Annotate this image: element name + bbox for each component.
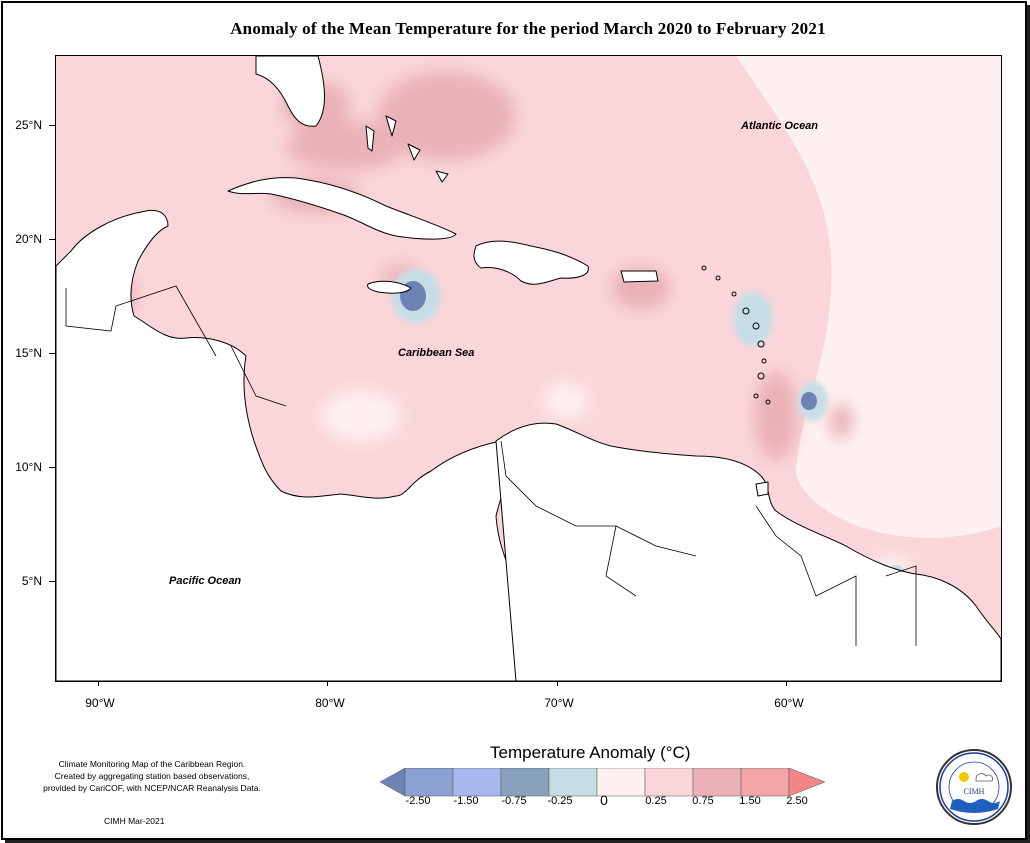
- legend-title: Temperature Anomaly (°C): [490, 743, 691, 762]
- lon-label-80w: 80°W: [315, 696, 345, 710]
- legend-swatch: [692, 768, 742, 797]
- cuba: [227, 177, 457, 240]
- legend-tick-label: -2.50: [405, 795, 431, 807]
- south-america-north: [495, 422, 1001, 681]
- map-title: Anomaly of the Mean Temperature for the …: [230, 19, 826, 38]
- bahamas-island: [435, 170, 449, 183]
- lon-tick: [327, 680, 328, 686]
- lon-label-70w: 70°W: [544, 696, 574, 710]
- legend-swatch: [740, 768, 790, 797]
- cimh-logo-graphic: CIMH: [939, 752, 1009, 822]
- lon-label-60w: 60°W: [774, 696, 804, 710]
- legend-swatch: [548, 768, 598, 797]
- puerto-rico: [620, 270, 659, 283]
- legend-tick-label: 2.50: [786, 795, 808, 807]
- legend-tick-label: 0.25: [645, 795, 667, 807]
- lat-tick: [49, 239, 55, 240]
- logo-text: CIMH: [964, 787, 985, 796]
- trinidad: [755, 481, 769, 497]
- legend-swatch: [452, 768, 502, 797]
- waves-icon: [950, 799, 1000, 813]
- cloud-icon: [975, 773, 993, 782]
- lat-label-10n: 10°N: [15, 460, 42, 474]
- caribbean-sea-label: Caribbean Sea: [398, 347, 475, 359]
- lesser-antilles: [701, 265, 771, 405]
- footnote-line: Climate Monitoring Map of the Caribbean …: [58, 759, 246, 769]
- legend-arrow-low: [380, 768, 406, 797]
- bahamas-island: [385, 115, 397, 137]
- legend-tick-label: 1.50: [739, 795, 761, 807]
- legend-arrow-high: [788, 768, 826, 797]
- lon-label-90w: 90°W: [85, 696, 115, 710]
- pacific-ocean-label: Pacific Ocean: [169, 575, 242, 587]
- lat-label-5n: 5°N: [21, 574, 42, 588]
- sun-icon: [959, 772, 969, 782]
- legend-tick-label: -0.25: [547, 795, 573, 807]
- lat-label-25n: 25°N: [15, 118, 42, 132]
- footnote-line: Created by aggregating station based obs…: [54, 771, 250, 781]
- credit-label: CIMH Mar-2021: [104, 816, 165, 826]
- bahamas-island: [365, 125, 375, 152]
- legend-tick-label: 0: [600, 792, 608, 808]
- atlantic-ocean-label: Atlantic Ocean: [741, 120, 819, 132]
- lat-tick: [49, 125, 55, 126]
- legend-swatch: [500, 768, 550, 797]
- lon-tick: [557, 680, 558, 686]
- hispaniola: [473, 240, 589, 285]
- cimh-logo: CIMH: [936, 749, 1012, 825]
- lat-tick: [49, 581, 55, 582]
- lat-label-20n: 20°N: [15, 232, 42, 246]
- lon-tick: [98, 680, 99, 686]
- anomaly-field-low-atlantic: [736, 56, 1001, 538]
- florida: [255, 56, 325, 127]
- lat-label-15n: 15°N: [15, 346, 42, 360]
- legend-tick-label: 0.75: [692, 795, 714, 807]
- lon-tick: [786, 680, 787, 686]
- legend-swatch: [644, 768, 694, 797]
- footnote: Climate Monitoring Map of the Caribbean …: [22, 758, 282, 794]
- lat-tick: [49, 353, 55, 354]
- bahamas-island: [407, 143, 421, 161]
- legend-colorbar: [380, 768, 826, 797]
- anomaly-map: Atlantic Ocean Caribbean Sea Pacific Oce…: [55, 55, 1002, 682]
- footnote-line: provided by CariCOF, with NCEP/NCAR Rean…: [43, 783, 261, 793]
- anomaly-map-svg: [56, 56, 1001, 681]
- country-borders: [65, 285, 917, 646]
- lat-tick: [49, 467, 55, 468]
- legend-swatch: [404, 768, 454, 797]
- legend-tick-label: -1.50: [453, 795, 479, 807]
- legend-swatch: [596, 768, 646, 797]
- jamaica: [367, 280, 412, 294]
- legend-tick-label: -0.75: [501, 795, 527, 807]
- land-masses: [56, 56, 1001, 681]
